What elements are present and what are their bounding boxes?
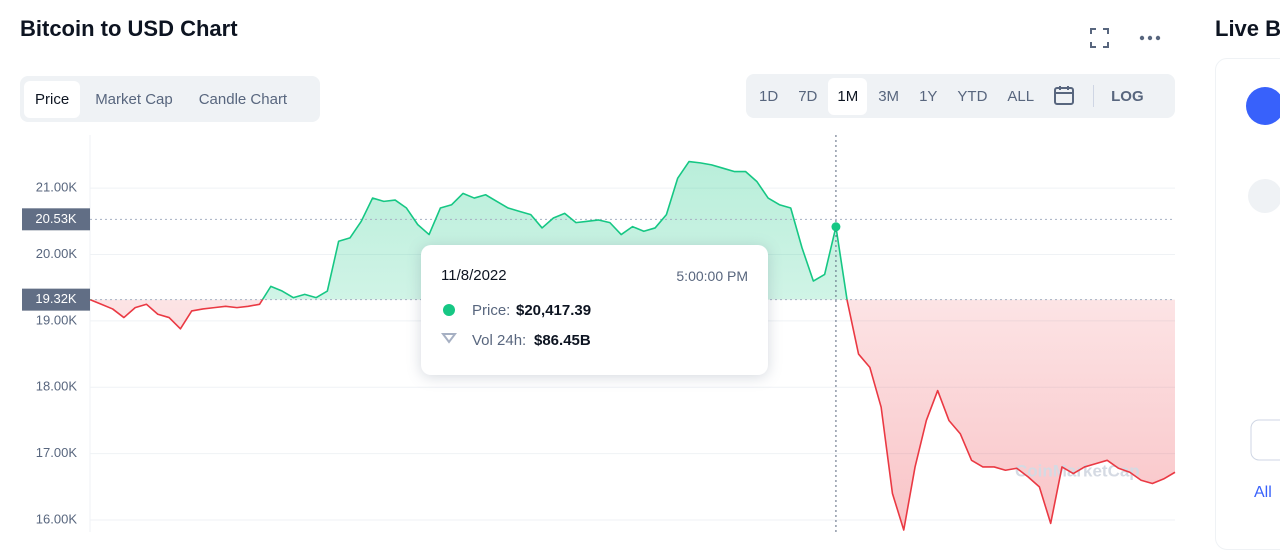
- calendar-icon[interactable]: [1045, 85, 1085, 107]
- range-button[interactable]: 1Y: [919, 87, 938, 105]
- tab[interactable]: Market Cap: [95, 90, 173, 108]
- tooltip-dot: [443, 304, 455, 316]
- side-card: All: [1215, 58, 1280, 550]
- page-title: Bitcoin to USD Chart: [20, 16, 238, 41]
- tooltip-time: 5:00:00 PM: [676, 268, 748, 284]
- y-tick-label: 20.00K: [36, 246, 78, 261]
- tooltip-volume: $86.45B: [534, 332, 591, 349]
- tab[interactable]: Candle Chart: [198, 90, 288, 108]
- y-tick-label: 19.00K: [36, 312, 78, 327]
- separator: [1093, 85, 1095, 107]
- range-button[interactable]: 3M: [878, 87, 900, 105]
- side-icons: [1246, 87, 1280, 461]
- range-group: 1D 7D 1M 3M 1Y YTD ALL LOG: [746, 74, 1175, 118]
- range-button[interactable]: ALL: [1007, 87, 1035, 105]
- more-icon[interactable]: [1139, 35, 1161, 41]
- tooltip-date: 11/8/2022: [441, 267, 507, 284]
- reference-label: 20.53K: [35, 211, 77, 226]
- y-tick-label: 21.00K: [36, 180, 78, 195]
- y-tick-label: 17.00K: [36, 445, 78, 460]
- y-tick-label: 18.00K: [36, 379, 78, 394]
- tooltip-volume-label: Vol 24h:: [472, 332, 527, 349]
- tooltip: 11/8/2022 5:00:00 PM Price: $20,417.39 V…: [421, 245, 768, 375]
- y-tick-label: 16.00K: [36, 511, 78, 526]
- hover-point: [831, 222, 841, 232]
- range-button[interactable]: YTD: [957, 87, 988, 105]
- area-up: [90, 161, 1175, 300]
- area-down: [90, 299, 1175, 531]
- price-line: [89, 160, 1176, 531]
- volume-icon: [441, 333, 457, 344]
- range-button[interactable]: 7D: [798, 87, 818, 105]
- log-button[interactable]: LOG: [1111, 87, 1144, 105]
- range-button[interactable]: 1D: [759, 87, 779, 105]
- side-title: Live B: [1215, 16, 1280, 41]
- tab[interactable]: Price: [24, 80, 81, 118]
- reference-label-box: [22, 288, 90, 311]
- tab-group: Price Market Cap Candle Chart: [20, 76, 320, 122]
- range-button[interactable]: 1M: [828, 77, 868, 115]
- reference-label: 19.32K: [35, 291, 77, 306]
- tooltip-price: $20,417.39: [516, 302, 592, 319]
- fullscreen-icon[interactable]: [1090, 28, 1109, 48]
- toolbar-icons: [1090, 28, 1161, 48]
- tooltip-price-label: Price:: [472, 302, 511, 319]
- side-link[interactable]: All: [1254, 484, 1272, 501]
- reference-label-box: [22, 208, 90, 231]
